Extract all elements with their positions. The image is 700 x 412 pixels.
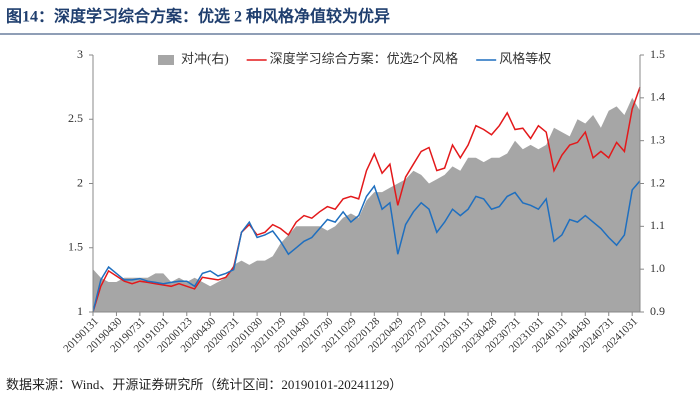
legend-label: 对冲(右)	[181, 51, 229, 66]
source: 数据来源：Wind、开源证券研究所（统计区间：20190101-20241129…	[6, 377, 402, 392]
y-tick-label: 1	[77, 304, 83, 318]
legend-label: 风格等权	[499, 51, 551, 66]
y-tick-label: 1.5	[68, 240, 83, 254]
line	[92, 180, 641, 313]
y2-tick-label: 1.4	[650, 90, 665, 104]
line	[92, 86, 641, 313]
chart-title: 图14：深度学习综合方案：优选 2 种风格净值较为优异	[6, 7, 390, 26]
y2-tick-label: 0.9	[650, 304, 665, 318]
y2-tick-label: 1.5	[650, 47, 665, 61]
y2-tick-label: 1.2	[650, 175, 665, 189]
legend-swatch	[158, 55, 174, 65]
y-tick-label: 2	[77, 175, 83, 189]
y2-tick-label: 1.3	[650, 132, 665, 146]
y-tick-label: 3	[77, 47, 83, 61]
y2-tick-label: 1.0	[650, 261, 665, 275]
area	[93, 97, 640, 312]
y-tick-label: 2.5	[68, 111, 83, 125]
y2-tick-label: 1.1	[650, 218, 665, 232]
legend-label: 深度学习综合方案：优选2个风格	[270, 51, 459, 66]
